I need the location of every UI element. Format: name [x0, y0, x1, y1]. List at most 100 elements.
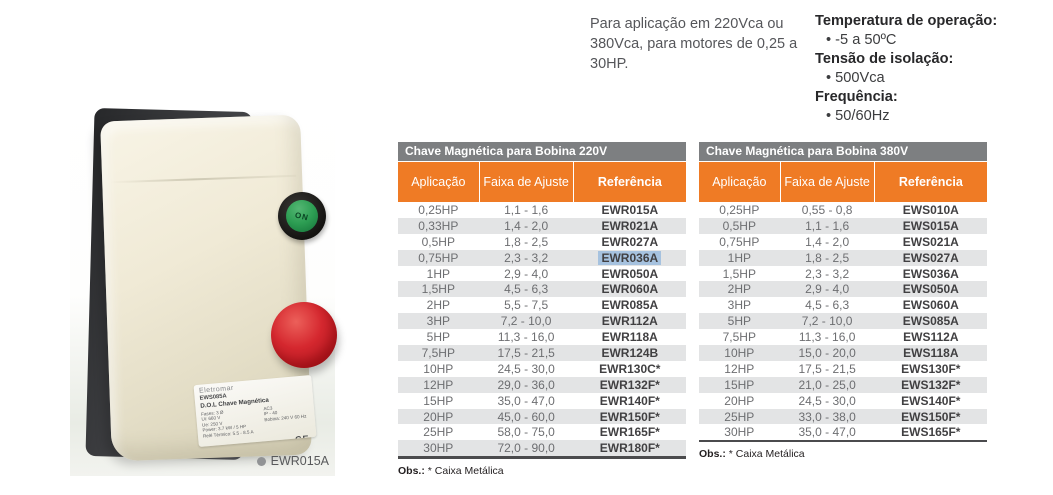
spec-value: 500Vca	[815, 69, 1053, 88]
data-cell: 2,3 - 3,2	[805, 266, 850, 281]
data-cell: 20HP	[423, 409, 454, 424]
data-cell: 2,3 - 3,2	[504, 250, 549, 265]
table-row: 5HP 7,2 - 10,0 EWS085A	[699, 313, 987, 330]
table-row: 10HP 24,5 - 30,0 EWR130C*	[398, 361, 686, 377]
table-row: 0,33HP 1,4 - 2,0 EWR021A	[398, 217, 686, 234]
reference-cell: EWS015A	[902, 218, 959, 233]
column-header: Referência	[597, 174, 662, 189]
table-row: 20HP 45,0 - 60,0 EWR150F*	[398, 408, 686, 425]
spec-label: Frequência:	[815, 89, 898, 105]
data-cell: 21,0 - 25,0	[798, 377, 856, 392]
data-cell: 0,5HP	[722, 218, 756, 233]
data-cell: 10HP	[423, 361, 454, 376]
data-cell: 4,5 - 6,3	[805, 298, 850, 313]
table-row: 15HP 35,0 - 47,0 EWR140F*	[398, 393, 686, 409]
data-cell: 11,3 - 16,0	[798, 330, 856, 345]
data-cell: 1,5HP	[421, 282, 455, 297]
data-cell: 2HP	[727, 282, 751, 297]
data-cell: 7,5HP	[421, 345, 455, 360]
table-row: 3HP 4,5 - 6,3 EWS060A	[699, 297, 987, 313]
caption-bullet-icon	[256, 456, 266, 466]
data-cell: 0,25HP	[418, 202, 459, 217]
data-cell: 1,8 - 2,5	[805, 250, 850, 265]
table-row: 0,75HP 2,3 - 3,2 EWR036A	[398, 249, 686, 266]
table-row: 2HP 2,9 - 4,0 EWS050A	[699, 281, 987, 298]
device-nameplate: Eletromar EWS085A D.O.L Chave Magnética …	[193, 374, 317, 448]
data-cell: 20HP	[724, 393, 755, 408]
table-row: 1,5HP 2,3 - 3,2 EWS036A	[699, 266, 987, 282]
table-row: 1,5HP 4,5 - 6,3 EWR060A	[398, 281, 686, 298]
photo-caption-text: EWR015A	[270, 454, 329, 468]
data-cell: 45,0 - 60,0	[497, 409, 555, 424]
data-cell: 25HP	[423, 425, 454, 440]
table-row: 0,25HP 1,1 - 1,6 EWR015A	[398, 202, 686, 218]
reference-cell: EWS021A	[902, 234, 959, 249]
table-row: 25HP 58,0 - 75,0 EWR165F*	[398, 424, 686, 440]
table-bobina-220v: Chave Magnética para Bobina 220V Aplicaç…	[398, 142, 686, 477]
table-bobina-380v: Chave Magnética para Bobina 380V Aplicaç…	[699, 142, 987, 460]
reference-cell: EWS010A	[902, 202, 959, 217]
note-text: * Caixa Metálica	[728, 448, 805, 461]
data-cell: 4,5 - 6,3	[504, 282, 549, 297]
reference-cell: EWR180F*	[599, 441, 660, 456]
table-note: Obs.: * Caixa Metálica	[398, 465, 686, 477]
reference-cell: EWS112A	[903, 330, 959, 345]
reference-cell: EWS060A	[902, 298, 959, 313]
reference-cell: EWR015A	[601, 202, 659, 217]
reference-cell: EWR060A	[601, 282, 659, 297]
table-row: 30HP 72,0 - 90,0 EWR180F*	[398, 440, 686, 457]
reference-cell: EWS150F*	[901, 409, 961, 424]
highlighted-reference[interactable]: EWR036A	[598, 250, 662, 265]
data-cell: 0,75HP	[719, 234, 760, 249]
photo-caption: EWR015A	[256, 454, 329, 468]
data-cell: 30HP	[724, 425, 755, 440]
reference-cell: EWR150F*	[599, 409, 660, 424]
data-cell: 1,1 - 1,6	[805, 218, 850, 233]
data-cell: 35,0 - 47,0	[798, 425, 856, 440]
column-header: Faixa de Ajuste	[478, 162, 574, 202]
data-cell: 29,0 - 36,0	[497, 377, 555, 392]
data-cell: 72,0 - 90,0	[497, 441, 555, 456]
data-cell: 10HP	[724, 345, 755, 360]
data-cell: 3HP	[727, 298, 751, 313]
table-row: 0,5HP 1,8 - 2,5 EWR027A	[398, 234, 686, 250]
data-cell: 0,75HP	[418, 250, 459, 265]
reference-cell: EWS027A	[902, 250, 959, 265]
reference-cell: EWR130C*	[599, 361, 661, 376]
data-cell: 7,2 - 10,0	[801, 314, 853, 329]
reference-cell: EWS130F*	[901, 361, 961, 376]
reference-cell: EWS132F*	[901, 377, 961, 392]
data-cell: 7,2 - 10,0	[500, 314, 552, 329]
table-title: Chave Magnética para Bobina 220V	[398, 142, 686, 161]
reference-cell: EWR140F*	[599, 393, 660, 408]
column-header: Aplicação	[712, 174, 767, 189]
column-header: Referência	[898, 174, 963, 189]
data-cell: 3HP	[426, 314, 450, 329]
table-row: 3HP 7,2 - 10,0 EWR112A	[398, 313, 686, 330]
data-cell: 2,9 - 4,0	[805, 282, 850, 297]
reference-cell: EWR132F*	[599, 377, 660, 392]
table-row: 0,25HP 0,55 - 0,8 EWS010A	[699, 202, 987, 218]
table-row: 12HP 29,0 - 36,0 EWR132F*	[398, 376, 686, 393]
specs-list: Temperatura de operação: -5 a 50ºC Tensã…	[815, 12, 1053, 126]
note-label: Obs.:	[699, 448, 726, 461]
data-cell: 5HP	[727, 314, 751, 329]
reference-cell: EWR112A	[601, 314, 658, 329]
table-body: 0,25HP 1,1 - 1,6 EWR015A 0,33HP 1,4 - 2,0 EWR…	[398, 202, 686, 460]
data-cell: 15,0 - 20,0	[798, 345, 856, 360]
reference-cell: EWS165F*	[901, 425, 961, 440]
data-cell: 12HP	[423, 377, 454, 392]
data-cell: 24,5 - 30,0	[798, 393, 856, 408]
data-cell: 0,55 - 0,8	[801, 202, 853, 217]
reference-cell: EWR027A	[601, 234, 659, 249]
reference-cell: EWR124B	[601, 345, 659, 360]
data-cell: 0,25HP	[719, 202, 760, 217]
data-cell: 1,1 - 1,6	[504, 202, 549, 217]
data-cell: 7,5HP	[722, 330, 756, 345]
data-cell: 2,9 - 4,0	[504, 266, 549, 281]
reference-cell: EWR118A	[601, 330, 658, 345]
column-header: Aplicação	[411, 174, 466, 189]
data-cell: 0,5HP	[421, 234, 455, 249]
data-cell: 1,4 - 2,0	[805, 234, 850, 249]
table-row: 0,5HP 1,1 - 1,6 EWS015A	[699, 217, 987, 234]
